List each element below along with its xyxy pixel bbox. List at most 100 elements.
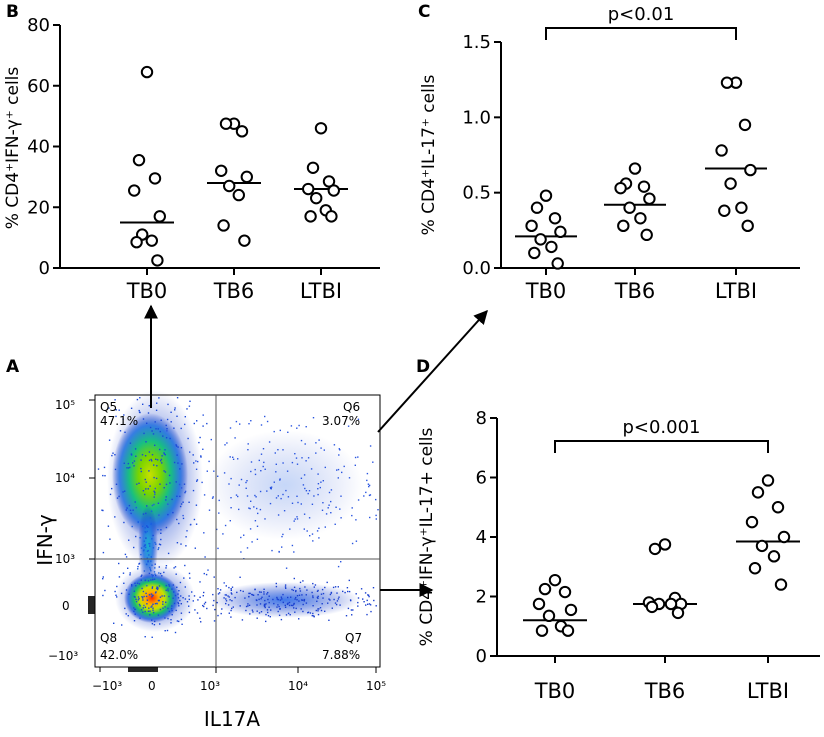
flow-event-dot [367, 594, 370, 596]
flow-event-dot [191, 591, 193, 593]
flow-event-dot [290, 596, 292, 598]
panel-b-point-tb0 [132, 153, 146, 167]
flow-event-dot [155, 543, 157, 545]
flow-event-dot [357, 597, 360, 599]
flow-event-dot [375, 518, 377, 520]
flow-event-dot [127, 615, 129, 617]
flow-event-dot [152, 607, 154, 609]
panel-d-point-tb6 [658, 538, 672, 551]
flow-event-dot [369, 494, 372, 496]
flow-event-dot [274, 452, 276, 454]
flow-event-dot [157, 529, 159, 531]
flow-event-dot [162, 601, 164, 603]
panel-d-point-ltbi [751, 486, 765, 499]
flow-event-dot [176, 415, 178, 417]
flow-event-dot [350, 599, 352, 602]
panel-d-y-tick-label: 0 [476, 646, 487, 667]
flow-event-dot [124, 607, 126, 610]
flow-event-dot [363, 601, 365, 603]
flow-event-dot [263, 604, 266, 607]
panel-d-p-value: p<0.001 [622, 417, 700, 438]
flow-event-dot [261, 596, 263, 598]
flow-event-dot [206, 607, 208, 610]
flow-event-dot [127, 462, 130, 465]
flow-event-dot [277, 514, 280, 516]
flow-event-dot [343, 465, 345, 468]
flow-event-dot [368, 603, 371, 605]
flow-event-dot [154, 493, 156, 496]
flow-event-dot [333, 598, 335, 601]
flow-event-dot [158, 566, 160, 568]
flow-event-dot [248, 592, 250, 595]
flow-plot-frame [94, 394, 381, 668]
flow-event-dot [288, 601, 291, 604]
flow-event-dot [256, 507, 258, 510]
flow-event-dot [289, 614, 291, 616]
flow-event-dot [283, 510, 286, 512]
flow-event-dot [304, 487, 306, 490]
flow-event-dot [287, 496, 290, 498]
flow-event-dot [375, 514, 377, 517]
flow-event-dot [207, 569, 209, 571]
flow-event-dot [229, 520, 231, 522]
flow-event-dot [317, 473, 319, 475]
flow-event-dot [287, 596, 289, 599]
flow-event-dot [225, 598, 227, 600]
flow-event-dot [165, 437, 168, 439]
panel-d-point-tb0 [548, 573, 562, 587]
flow-event-dot [318, 439, 320, 441]
flow-event-dot [258, 459, 260, 462]
flow-event-dot [245, 609, 247, 612]
flow-event-dot [202, 595, 204, 597]
flow-event-dot [144, 455, 147, 457]
flow-event-dot [180, 427, 182, 430]
flow-event-dot [225, 594, 227, 596]
flow-event-dot [125, 613, 127, 615]
flow-event-dot [217, 475, 219, 477]
flow-event-dot [118, 409, 120, 411]
flow-event-dot [351, 514, 353, 517]
flow-event-dot [256, 610, 258, 612]
flow-event-dot [137, 596, 140, 598]
flow-event-dot [291, 588, 293, 591]
flow-event-dot [165, 526, 168, 529]
flow-event-dot [180, 603, 182, 605]
flow-event-dot [171, 588, 173, 590]
flow-y-tick-1e3: 10³ [55, 552, 75, 566]
flow-event-dot [144, 606, 147, 608]
flow-event-dot [159, 623, 161, 625]
quadrant-q7-percent: 7.88% [322, 648, 360, 662]
flow-event-dot [153, 503, 155, 506]
flow-event-dot [192, 454, 194, 456]
panel-b-y-tick-label: 80 [27, 15, 50, 36]
flow-event-dot [159, 572, 162, 575]
flow-event-dot [179, 599, 181, 602]
flow-event-dot [294, 611, 296, 613]
flow-event-dot [125, 556, 128, 558]
flow-event-dot [206, 422, 208, 425]
flow-event-dot [275, 497, 278, 499]
flow-event-dot [176, 454, 178, 456]
flow-event-dot [337, 468, 340, 471]
flow-event-dot [216, 601, 218, 604]
flow-event-dot [284, 606, 287, 608]
flow-event-dot [167, 590, 169, 592]
flow-event-dot [262, 465, 264, 468]
flow-event-dot [150, 570, 152, 572]
flow-event-dot [150, 523, 152, 525]
flow-event-dot [354, 456, 357, 459]
flow-event-dot [135, 600, 138, 603]
flow-event-dot [225, 600, 228, 602]
panel-b-y-axis-title: % CD4⁺IFN-γ⁺ cells [3, 67, 23, 230]
flow-event-dot [357, 605, 359, 607]
flow-event-dot [154, 491, 156, 494]
flow-event-dot [240, 536, 242, 539]
flow-event-dot [147, 580, 150, 582]
panel-c-point-tb0 [548, 212, 562, 225]
panel-c-points [525, 76, 757, 270]
flow-event-dot [192, 600, 194, 602]
flow-event-dot [246, 495, 249, 497]
flow-event-dot [303, 600, 305, 602]
panel-c-point-tb6 [643, 192, 656, 205]
flow-event-dot [296, 518, 299, 520]
